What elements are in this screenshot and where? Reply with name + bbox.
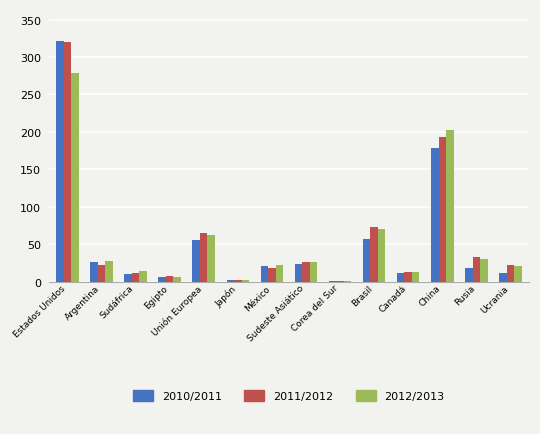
Bar <box>241 280 249 282</box>
Bar <box>363 240 370 282</box>
Bar <box>268 269 275 282</box>
Bar <box>431 149 438 282</box>
Bar <box>472 257 480 282</box>
Bar <box>234 281 241 282</box>
Bar <box>344 281 352 282</box>
Bar <box>514 266 522 282</box>
Bar <box>412 273 420 282</box>
Bar <box>200 233 207 282</box>
Bar <box>302 263 310 282</box>
Bar <box>336 281 344 282</box>
Bar <box>370 227 378 282</box>
Bar <box>173 277 181 282</box>
Bar <box>105 261 113 282</box>
Bar <box>404 273 412 282</box>
Bar <box>310 263 317 282</box>
Bar <box>207 236 215 282</box>
Bar <box>71 74 79 282</box>
Bar <box>56 41 64 282</box>
Bar <box>507 266 514 282</box>
Bar <box>158 277 166 282</box>
Bar <box>90 263 98 282</box>
Bar <box>378 230 386 282</box>
Bar <box>192 240 200 282</box>
Bar <box>397 273 404 282</box>
Bar <box>261 266 268 282</box>
Bar <box>329 281 336 282</box>
Bar <box>446 130 454 282</box>
Bar <box>438 138 446 282</box>
Bar <box>275 266 283 282</box>
Bar <box>98 266 105 282</box>
Bar <box>124 274 132 282</box>
Bar <box>465 268 472 282</box>
Bar <box>226 281 234 282</box>
Bar <box>166 276 173 282</box>
Bar <box>139 272 147 282</box>
Bar <box>295 264 302 282</box>
Bar <box>480 260 488 282</box>
Legend: 2010/2011, 2011/2012, 2012/2013: 2010/2011, 2011/2012, 2012/2013 <box>133 390 444 401</box>
Bar <box>64 43 71 282</box>
Bar <box>132 273 139 282</box>
Bar <box>499 273 507 282</box>
